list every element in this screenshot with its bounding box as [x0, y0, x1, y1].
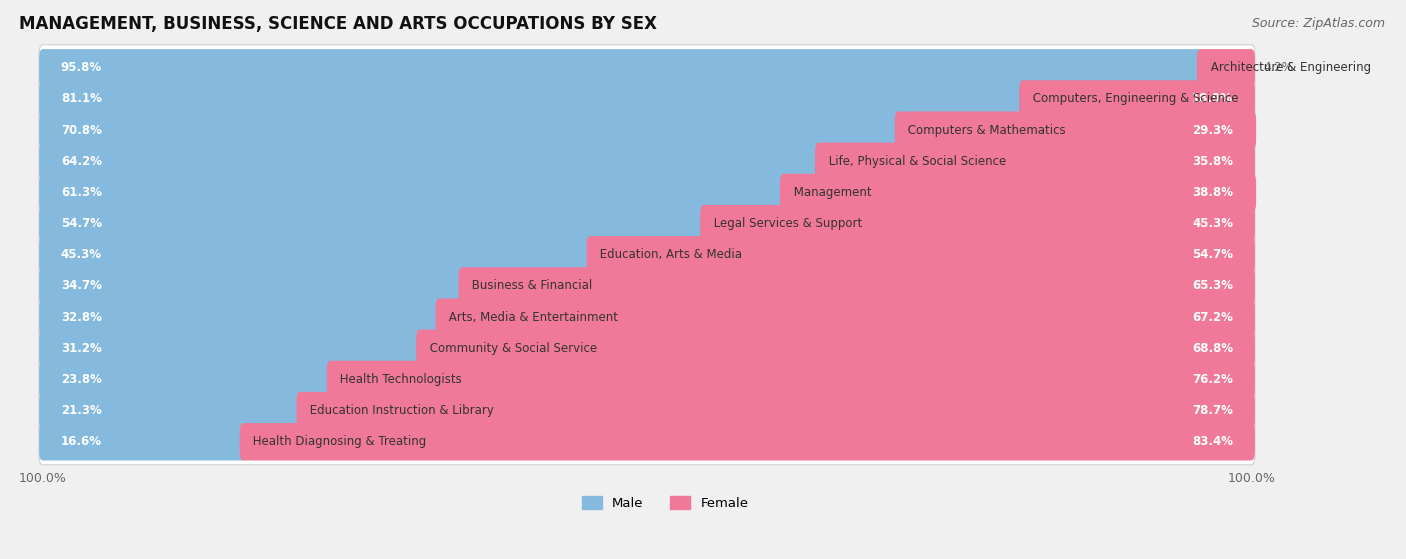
Text: 23.8%: 23.8% [60, 373, 101, 386]
Text: 81.1%: 81.1% [60, 92, 101, 106]
FancyBboxPatch shape [39, 267, 465, 305]
FancyBboxPatch shape [39, 174, 787, 211]
FancyBboxPatch shape [780, 174, 1256, 211]
FancyBboxPatch shape [39, 201, 1256, 247]
Text: 65.3%: 65.3% [1192, 280, 1233, 292]
FancyBboxPatch shape [326, 361, 1256, 398]
Text: 34.7%: 34.7% [60, 280, 101, 292]
FancyBboxPatch shape [39, 111, 903, 149]
Text: 61.3%: 61.3% [60, 186, 101, 199]
FancyBboxPatch shape [39, 294, 1256, 340]
Text: Health Technologists: Health Technologists [336, 373, 465, 386]
FancyBboxPatch shape [39, 76, 1256, 122]
Text: 70.8%: 70.8% [60, 124, 101, 136]
FancyBboxPatch shape [39, 236, 593, 273]
Text: Arts, Media & Entertainment: Arts, Media & Entertainment [446, 311, 621, 324]
FancyBboxPatch shape [39, 232, 1256, 278]
FancyBboxPatch shape [39, 361, 335, 398]
FancyBboxPatch shape [39, 169, 1256, 216]
Text: Source: ZipAtlas.com: Source: ZipAtlas.com [1251, 17, 1385, 30]
Text: 45.3%: 45.3% [60, 248, 101, 261]
FancyBboxPatch shape [1197, 49, 1256, 87]
FancyBboxPatch shape [39, 419, 1256, 465]
Text: Computers, Engineering & Science: Computers, Engineering & Science [1029, 92, 1241, 106]
Text: 38.8%: 38.8% [1192, 186, 1233, 199]
Text: Computers & Mathematics: Computers & Mathematics [904, 124, 1070, 136]
Text: Education, Arts & Media: Education, Arts & Media [596, 248, 747, 261]
FancyBboxPatch shape [39, 49, 1204, 87]
FancyBboxPatch shape [39, 263, 1256, 309]
Legend: Male, Female: Male, Female [576, 490, 754, 515]
FancyBboxPatch shape [586, 236, 1256, 273]
FancyBboxPatch shape [700, 205, 1256, 242]
FancyBboxPatch shape [39, 392, 304, 429]
FancyBboxPatch shape [39, 299, 443, 336]
FancyBboxPatch shape [240, 423, 1256, 461]
Text: Architecture & Engineering: Architecture & Engineering [1206, 61, 1375, 74]
Text: MANAGEMENT, BUSINESS, SCIENCE AND ARTS OCCUPATIONS BY SEX: MANAGEMENT, BUSINESS, SCIENCE AND ARTS O… [18, 15, 657, 33]
FancyBboxPatch shape [39, 45, 1256, 91]
Text: Life, Physical & Social Science: Life, Physical & Social Science [825, 155, 1010, 168]
Text: 29.3%: 29.3% [1192, 124, 1233, 136]
Text: 64.2%: 64.2% [60, 155, 101, 168]
Text: 16.6%: 16.6% [60, 435, 101, 448]
FancyBboxPatch shape [39, 325, 1256, 371]
Text: Community & Social Service: Community & Social Service [426, 342, 600, 355]
Text: Business & Financial: Business & Financial [468, 280, 596, 292]
Text: 54.7%: 54.7% [1192, 248, 1233, 261]
Text: 68.8%: 68.8% [1192, 342, 1233, 355]
FancyBboxPatch shape [297, 392, 1256, 429]
FancyBboxPatch shape [39, 330, 423, 367]
Text: 54.7%: 54.7% [60, 217, 101, 230]
Text: Management: Management [790, 186, 875, 199]
FancyBboxPatch shape [39, 80, 1026, 118]
Text: 83.4%: 83.4% [1192, 435, 1233, 448]
Text: 76.2%: 76.2% [1192, 373, 1233, 386]
FancyBboxPatch shape [894, 111, 1256, 149]
Text: 18.9%: 18.9% [1192, 92, 1233, 106]
FancyBboxPatch shape [416, 330, 1256, 367]
FancyBboxPatch shape [39, 107, 1256, 153]
FancyBboxPatch shape [39, 357, 1256, 402]
FancyBboxPatch shape [39, 143, 823, 180]
FancyBboxPatch shape [815, 143, 1256, 180]
Text: Education Instruction & Library: Education Instruction & Library [307, 404, 498, 417]
Text: 95.8%: 95.8% [60, 61, 103, 74]
Text: 35.8%: 35.8% [1192, 155, 1233, 168]
Text: 4.2%: 4.2% [1264, 61, 1294, 74]
Text: Health Diagnosing & Treating: Health Diagnosing & Treating [249, 435, 430, 448]
FancyBboxPatch shape [39, 138, 1256, 184]
Text: 45.3%: 45.3% [1192, 217, 1233, 230]
FancyBboxPatch shape [39, 387, 1256, 434]
FancyBboxPatch shape [39, 423, 247, 461]
FancyBboxPatch shape [1019, 80, 1256, 118]
FancyBboxPatch shape [39, 205, 707, 242]
FancyBboxPatch shape [458, 267, 1256, 305]
Text: 21.3%: 21.3% [60, 404, 101, 417]
Text: Legal Services & Support: Legal Services & Support [710, 217, 866, 230]
Text: 78.7%: 78.7% [1192, 404, 1233, 417]
Text: 67.2%: 67.2% [1192, 311, 1233, 324]
Text: 32.8%: 32.8% [60, 311, 101, 324]
FancyBboxPatch shape [436, 299, 1256, 336]
Text: 31.2%: 31.2% [60, 342, 101, 355]
